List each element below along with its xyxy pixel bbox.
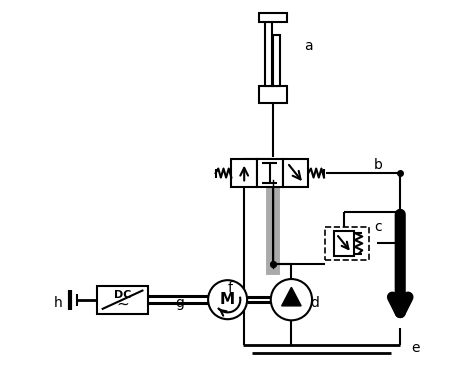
Text: f: f — [228, 282, 233, 296]
Bar — [259, 86, 287, 103]
Bar — [334, 231, 354, 256]
Text: a: a — [304, 39, 313, 53]
Circle shape — [271, 279, 312, 320]
Polygon shape — [282, 287, 301, 306]
Circle shape — [208, 280, 247, 319]
Text: e: e — [411, 341, 420, 355]
Text: h: h — [54, 296, 63, 310]
Bar — [231, 159, 257, 187]
Bar — [325, 227, 368, 260]
Text: b: b — [374, 158, 383, 172]
Text: DC: DC — [114, 290, 131, 300]
Text: d: d — [310, 296, 319, 310]
Text: M: M — [220, 292, 235, 307]
Bar — [259, 12, 287, 22]
Bar — [273, 35, 280, 86]
Text: g: g — [175, 296, 184, 310]
Bar — [283, 159, 308, 187]
Bar — [265, 22, 272, 86]
Text: ~: ~ — [116, 297, 129, 312]
Text: c: c — [374, 220, 382, 234]
Bar — [257, 159, 283, 187]
Bar — [97, 286, 148, 314]
